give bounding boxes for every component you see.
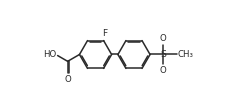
Text: F: F <box>102 29 107 38</box>
Text: CH₃: CH₃ <box>178 50 194 59</box>
Text: O: O <box>160 66 167 75</box>
Text: O: O <box>65 75 72 84</box>
Text: O: O <box>160 34 167 43</box>
Text: HO: HO <box>43 50 56 59</box>
Text: S: S <box>160 50 166 59</box>
